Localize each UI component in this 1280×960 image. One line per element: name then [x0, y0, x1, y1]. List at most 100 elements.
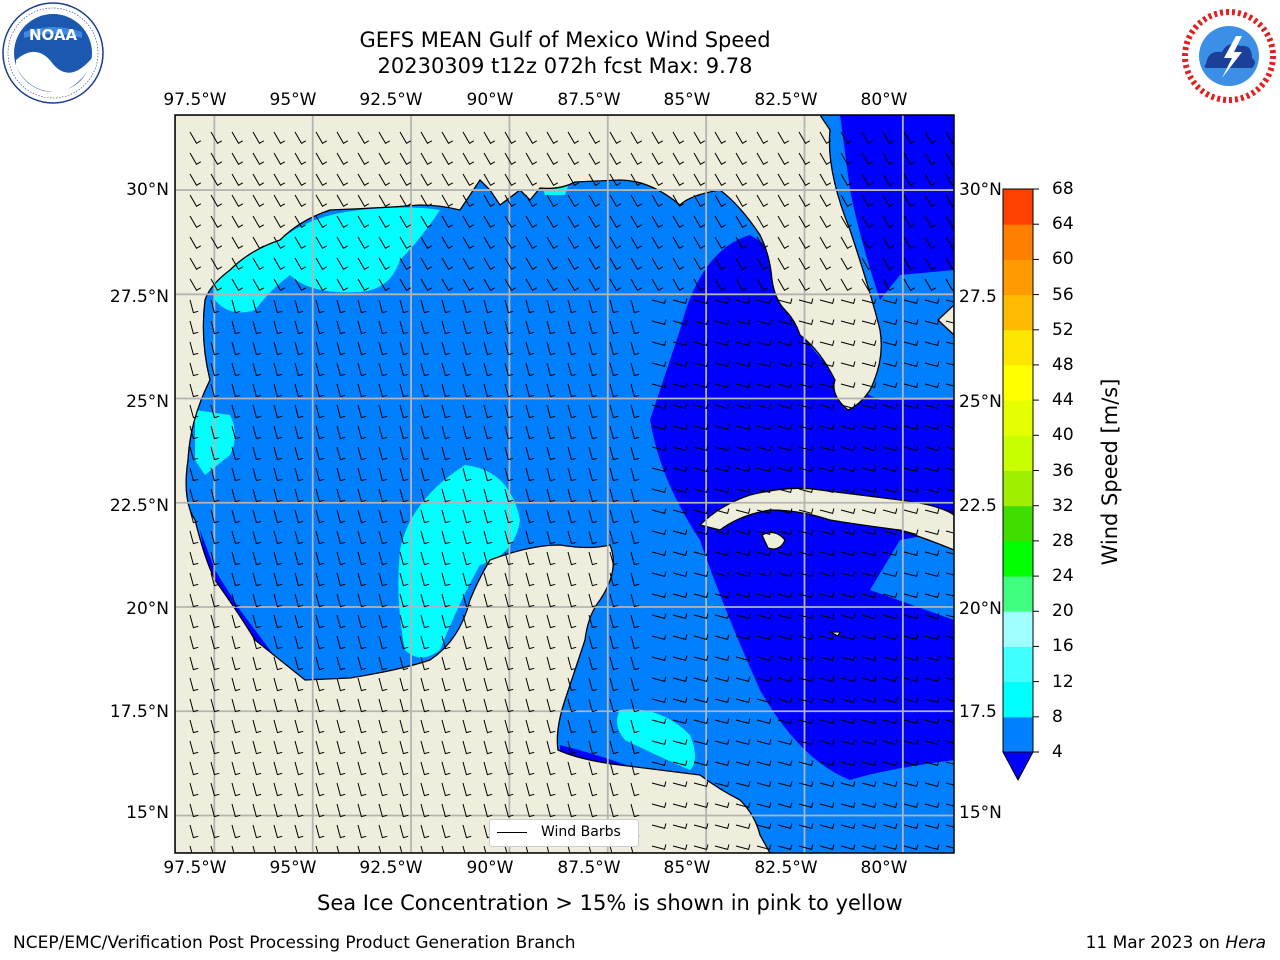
wind-barb [357, 299, 367, 314]
wind-barb [441, 593, 451, 608]
wind-barb [525, 635, 535, 650]
wind-barb [273, 677, 283, 692]
wind-barb [210, 383, 220, 398]
wind-barb [945, 446, 954, 450]
wind-barb [483, 530, 493, 545]
wind-barb [357, 467, 367, 482]
wind-barb [777, 131, 790, 144]
wind-barb [525, 698, 535, 713]
wind-barb [882, 550, 898, 557]
wind-barb [840, 298, 856, 305]
wind-barb [567, 131, 580, 144]
wind-barb [651, 194, 664, 207]
wind-barb [798, 571, 814, 578]
wind-barb [294, 152, 307, 165]
wind-barb [420, 656, 430, 671]
wind-barb [294, 551, 304, 566]
wind-barb [735, 760, 751, 767]
wind-barb [693, 131, 706, 144]
wind-barb [693, 278, 706, 291]
wind-barb [546, 425, 556, 440]
wind-barb [336, 719, 346, 734]
wind-barb [777, 403, 793, 410]
wind-barb [231, 509, 241, 524]
wind-barb [672, 655, 688, 662]
wind-barb [399, 530, 409, 545]
wind-barb [882, 739, 898, 746]
wind-barb [630, 551, 640, 566]
wind-barb [273, 320, 283, 335]
wind-barb [819, 466, 835, 473]
wind-barb [924, 424, 940, 431]
wind-barb [315, 551, 325, 566]
wind-barb [378, 152, 391, 165]
wind-barb [924, 718, 940, 725]
map-frame [174, 114, 955, 854]
wind-barb [924, 781, 940, 788]
wind-barb [252, 383, 262, 398]
wind-barb [924, 634, 940, 641]
colorbar-tick-label: 36 [1052, 460, 1074, 481]
wind-barb [462, 593, 472, 608]
wind-barb [336, 635, 346, 650]
wind-barb [357, 677, 367, 692]
wind-barb [798, 718, 814, 725]
wind-barb [315, 635, 325, 650]
wind-barb [588, 215, 601, 228]
wind-barb [441, 719, 451, 734]
wind-barb [903, 278, 916, 291]
wind-barb [693, 655, 709, 662]
wind-barb [945, 488, 954, 492]
wind-barb [399, 572, 409, 587]
wind-barb [651, 215, 664, 228]
wind-barb [840, 340, 856, 347]
wind-barb [504, 698, 514, 713]
lon-tick-bottom: 95°W [269, 858, 317, 878]
wind-barb [420, 593, 430, 608]
wind-barb [273, 152, 286, 165]
wind-barb [210, 551, 220, 566]
wind-barb [189, 257, 202, 270]
wind-barb [861, 676, 877, 683]
wind-barb [357, 236, 370, 249]
wind-barb [651, 403, 667, 410]
wind-barb [336, 572, 346, 587]
wind-barb [420, 425, 430, 440]
chart-subtitle: 20230309 t12z 072h fcst Max: 9.78 [377, 54, 753, 78]
colorbar-tick-label: 64 [1052, 214, 1074, 235]
wind-barb [945, 299, 954, 303]
wind-barb [735, 823, 751, 830]
wind-barb [903, 739, 919, 746]
wind-barb [819, 319, 835, 326]
wind-barb [798, 655, 814, 662]
wind-barb [756, 634, 772, 641]
wind-barb [945, 530, 954, 534]
wind-barb [756, 424, 772, 431]
wind-barb [504, 341, 514, 356]
wind-barb [273, 488, 283, 503]
footer-date-text: 11 Mar 2023 on [1085, 933, 1226, 953]
wind-barb [210, 530, 220, 545]
wind-barb [462, 362, 472, 377]
wind-barb [462, 509, 472, 524]
wind-barb [189, 803, 199, 818]
wind-barb [315, 740, 325, 755]
wind-barb [378, 845, 382, 853]
wind-barb [630, 677, 640, 692]
wind-barb [546, 488, 556, 503]
wind-barb [504, 656, 514, 671]
wind-barb [651, 131, 664, 144]
wind-barb [945, 341, 954, 345]
wind-barb [714, 718, 730, 725]
wind-barb [588, 845, 592, 853]
wind-barb-legend-label: Wind Barbs [541, 824, 621, 840]
wind-barb [357, 509, 367, 524]
wind-barb [798, 236, 811, 249]
wind-barb [273, 131, 286, 144]
wind-barb [273, 194, 286, 207]
wind-barb [672, 382, 688, 389]
wind-barb [378, 320, 388, 335]
wind-barb [315, 446, 325, 461]
wind-barb [189, 761, 199, 776]
wind-barb [735, 340, 751, 347]
